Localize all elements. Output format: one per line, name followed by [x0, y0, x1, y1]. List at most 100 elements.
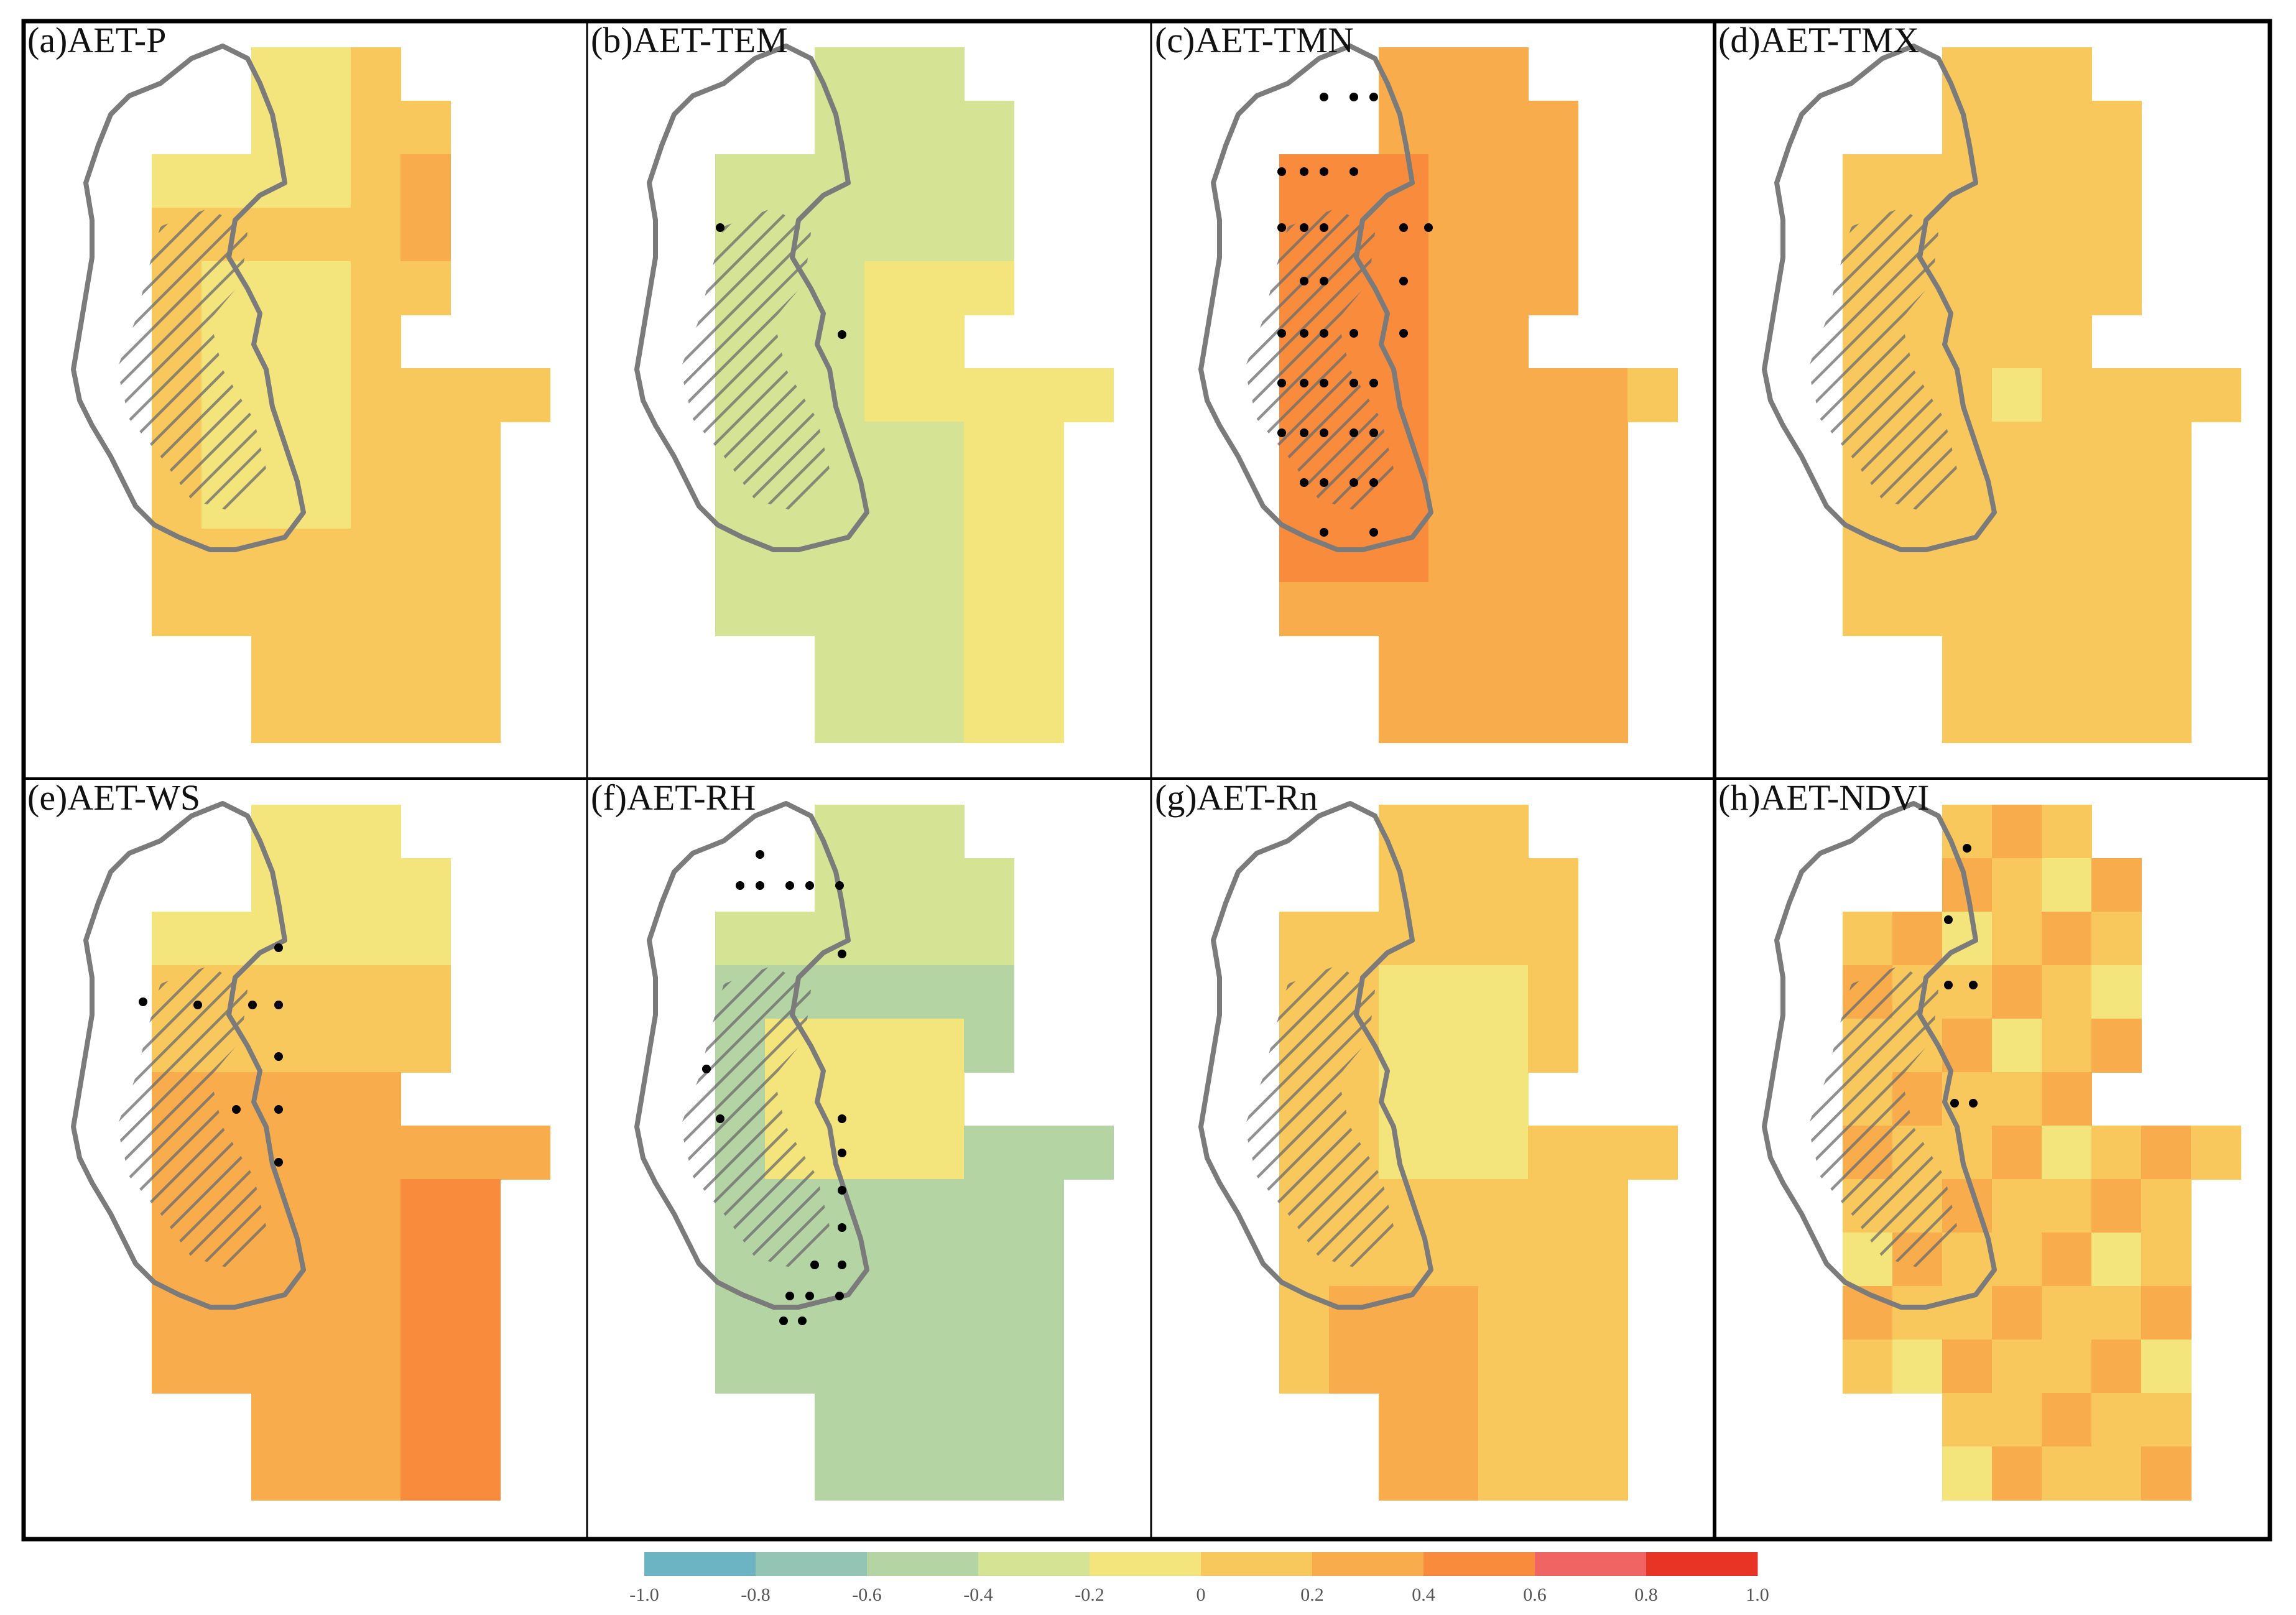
grid-cell: [964, 208, 1014, 262]
grid-cell: [2141, 368, 2192, 422]
grid-cell: [1478, 689, 1529, 743]
grid-cell: [1992, 1286, 2042, 1340]
grid-cell: [1528, 636, 1578, 690]
significance-dot: [1944, 915, 1953, 924]
grid-cell: [1843, 154, 1893, 208]
grid-cell: [251, 1446, 302, 1501]
grid-cell: [815, 1019, 865, 1073]
grid-cell: [1428, 47, 1479, 101]
grid-cell: [251, 261, 302, 315]
grid-cell: [1992, 805, 2042, 859]
grid-cell: [1014, 529, 1064, 583]
grid-cell: [1428, 422, 1479, 476]
grid-cell: [251, 1340, 302, 1394]
grid-cell: [1843, 582, 1893, 636]
grid-cell: [301, 689, 351, 743]
grid-cell: [2191, 368, 2241, 422]
significance-dot: [1320, 329, 1328, 338]
grid-cell: [400, 101, 451, 155]
grid-cell: [1329, 529, 1379, 583]
grid-cell: [1942, 1286, 1993, 1340]
grid-cell: [1942, 261, 1993, 315]
grid-cell: [1578, 1179, 1628, 1233]
grid-cell: [1992, 582, 2042, 636]
grid-cell: [1578, 422, 1628, 476]
grid-cell: [1428, 965, 1479, 1019]
significance-dot: [1969, 1099, 1978, 1108]
grid-cell: [1528, 912, 1578, 966]
panel-label: (a)AET-P: [27, 20, 166, 60]
grid-cell: [1478, 529, 1529, 583]
grid-cell: [864, 101, 915, 155]
grid-cell: [1478, 1340, 1529, 1394]
grid-cell: [251, 475, 302, 529]
grid-cell: [152, 582, 202, 636]
significance-dot: [1969, 981, 1978, 989]
grid-cell: [864, 47, 915, 101]
grid-cell: [1627, 1126, 1678, 1180]
significance-dot: [838, 950, 846, 958]
colorbar-tick-label: 0.2: [1300, 1585, 1324, 1605]
grid-cell: [864, 261, 915, 315]
grid-cell: [1528, 261, 1578, 315]
grid-cell: [2091, 582, 2142, 636]
grid-cell: [351, 261, 401, 315]
map-panel: (h)AET-NDVI: [1718, 777, 2241, 1501]
grid-cell: [2042, 858, 2092, 912]
grid-cell: [1014, 636, 1064, 690]
grid-cell: [1578, 1126, 1628, 1180]
grid-cell: [400, 1446, 451, 1501]
grid-cell: [914, 315, 965, 369]
grid-cell: [351, 422, 401, 476]
grid-cell: [400, 912, 451, 966]
grid-cell: [152, 1340, 202, 1394]
grid-cell: [301, 1179, 351, 1233]
basin-outline: [71, 44, 306, 552]
grid-cell: [301, 261, 351, 315]
significance-dot: [1320, 428, 1328, 437]
grid-cell: [301, 1019, 351, 1073]
grid-cell: [1014, 1446, 1064, 1501]
grid-cell: [815, 261, 865, 315]
grid-cell: [251, 582, 302, 636]
grid-cell: [864, 1340, 915, 1394]
grid-cell: [914, 912, 965, 966]
significance-dot: [798, 1317, 807, 1325]
grid-cell: [1478, 1019, 1529, 1073]
grid-cell: [1992, 529, 2042, 583]
basin-outline: [71, 801, 306, 1310]
grid-cell: [1014, 1233, 1064, 1287]
grid-cell: [914, 1233, 965, 1287]
grid-cell: [1578, 1286, 1628, 1340]
grid-cell: [864, 689, 915, 743]
grid-cell: [1992, 1126, 2042, 1180]
grid-cell: [1892, 582, 1943, 636]
grid-cell: [1478, 1126, 1529, 1180]
grid-cell: [1992, 689, 2042, 743]
grid-cell: [400, 1179, 451, 1233]
grid-cell: [2042, 1019, 2092, 1073]
basin-outline: [1762, 44, 1997, 552]
panels-grid: (a)AET-P (b)AET-TEM (c)AET-TMN (d)AET-TMX (e…: [27, 20, 2241, 1501]
significance-dots: [139, 943, 283, 1167]
grid-cell: [1528, 475, 1578, 529]
grid-cell: [301, 422, 351, 476]
grid-cell: [1014, 1179, 1064, 1233]
significance-dot: [1349, 167, 1358, 176]
grid-cell: [1279, 912, 1330, 966]
significance-dot: [1277, 167, 1286, 176]
basin-outline: [634, 801, 869, 1310]
colorbar-segment: [644, 1552, 756, 1576]
significance-dot: [1369, 428, 1378, 437]
grid-cell: [351, 154, 401, 208]
grid-cell: [450, 636, 501, 690]
grid-cell: [914, 805, 965, 859]
grid-cell: [400, 208, 451, 262]
grid-cell: [815, 47, 865, 101]
panel-label: (f)AET-RH: [591, 777, 756, 818]
grid-cell: [964, 1019, 1014, 1073]
grid-cell: [2141, 422, 2192, 476]
grid-cell: [864, 1286, 915, 1340]
grid-cell: [1014, 1393, 1064, 1447]
grid-cell: [765, 154, 815, 208]
